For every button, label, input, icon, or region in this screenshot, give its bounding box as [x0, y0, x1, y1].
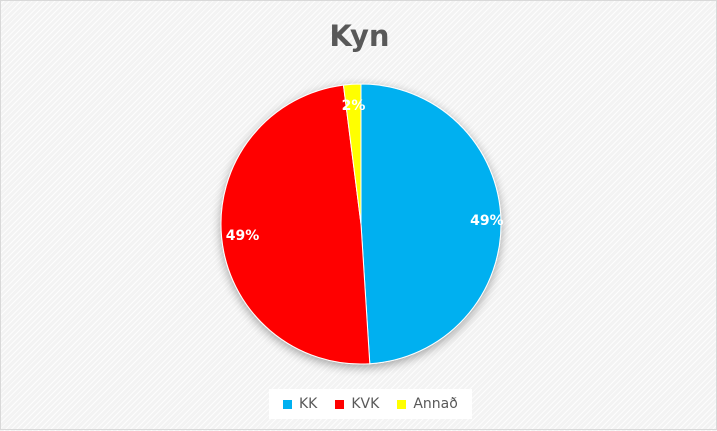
- legend-label-kk: KK: [299, 396, 318, 412]
- legend-swatch-kvk: [335, 399, 345, 409]
- pie-slice-kk: [360, 83, 502, 365]
- legend-item-kvk: KVK: [335, 396, 379, 412]
- data-label-kvk: 49%: [226, 228, 260, 244]
- legend-label-kvk: KVK: [351, 396, 380, 412]
- legend-swatch-annad: [397, 399, 407, 409]
- legend-swatch-kk: [283, 399, 292, 409]
- pie-slice-annad: [342, 83, 362, 225]
- legend: KK KVK Annað: [269, 389, 472, 419]
- legend-item-annad: Annað: [397, 396, 458, 412]
- chart-title: Kyn: [329, 19, 390, 53]
- legend-label-annad: Annað: [413, 396, 458, 412]
- data-label-kk: 49%: [470, 213, 504, 229]
- data-label-annad: 2%: [342, 98, 366, 114]
- pie-slice-kvk: [220, 84, 371, 365]
- legend-item-kk: KK: [283, 396, 317, 412]
